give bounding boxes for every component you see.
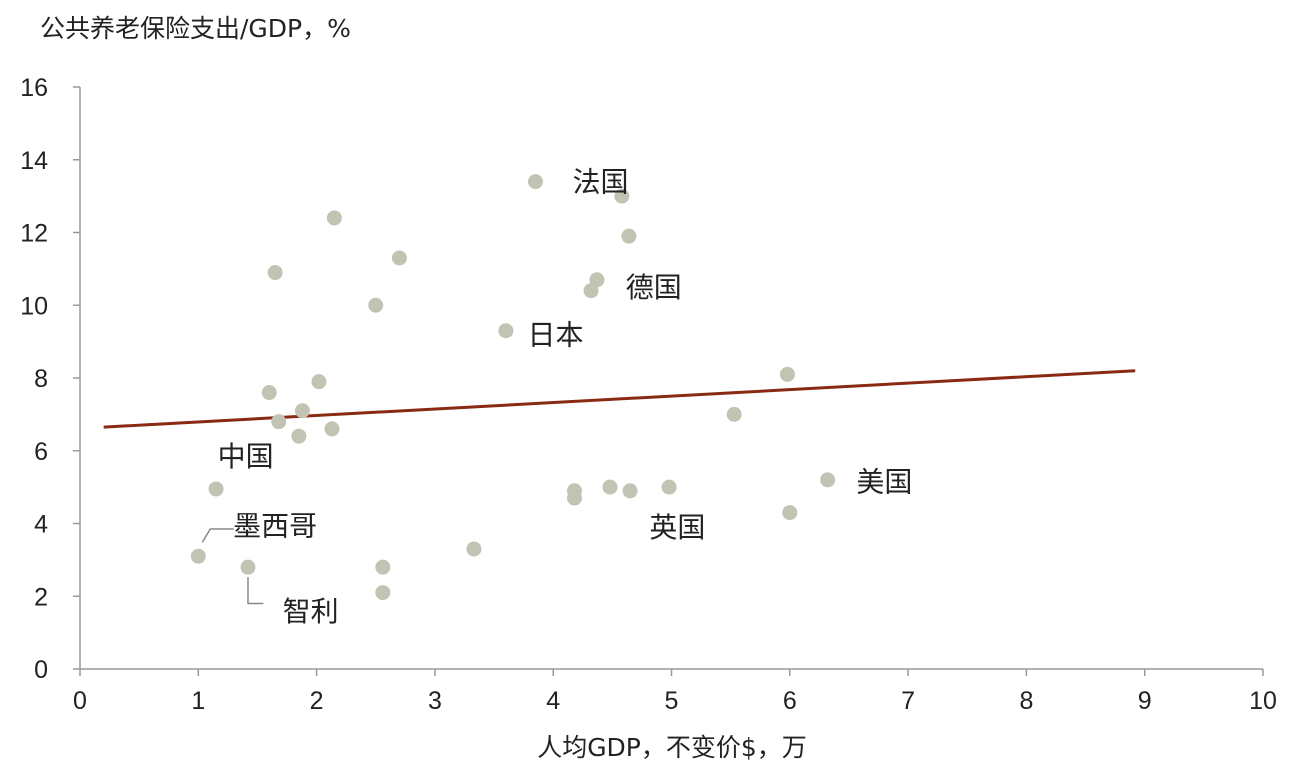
- x-tick-label: 0: [73, 687, 87, 715]
- point-annotation: 英国: [649, 511, 705, 544]
- point-annotation: 美国: [856, 466, 912, 499]
- y-tick-label: 6: [34, 438, 48, 466]
- y-tick-label: 2: [34, 583, 48, 611]
- leader-chile: [247, 577, 264, 605]
- leader-mexico: [201, 528, 234, 543]
- y-tick-label: 12: [20, 220, 48, 248]
- data-point: [375, 585, 391, 601]
- data-point: [326, 210, 342, 226]
- x-tick-label: 5: [665, 687, 679, 715]
- data-point: [311, 374, 327, 390]
- data-point: [391, 250, 407, 266]
- data-point: [291, 428, 307, 444]
- x-tick-label: 10: [1249, 687, 1277, 715]
- leader-lines: [201, 528, 264, 605]
- y-tick-label: 16: [20, 74, 48, 102]
- data-point: [622, 483, 638, 499]
- data-point: [190, 548, 206, 564]
- data-point: [614, 188, 630, 204]
- point-annotation: 法国: [573, 166, 629, 199]
- data-point: [602, 479, 618, 495]
- data-point: [466, 541, 482, 557]
- x-tick-label: 9: [1138, 687, 1152, 715]
- data-point: [621, 228, 637, 244]
- x-tick-label: 2: [310, 687, 324, 715]
- point-annotation: 智利: [283, 595, 339, 628]
- point-annotation: 德国: [626, 271, 682, 304]
- data-point: [324, 421, 340, 437]
- x-tick-label: 6: [783, 687, 797, 715]
- data-point: [261, 385, 277, 401]
- data-point: [779, 366, 795, 382]
- trendline-layer: [103, 369, 1136, 429]
- data-point: [240, 559, 256, 575]
- data-point: [820, 472, 836, 488]
- data-point: [294, 403, 310, 419]
- data-point: [726, 406, 742, 422]
- x-axis-title: 人均GDP，不变价$，万: [537, 733, 807, 762]
- x-tick-label: 1: [191, 687, 205, 715]
- x-tick-label: 8: [1019, 687, 1033, 715]
- x-tick-label: 4: [546, 687, 560, 715]
- y-tick-label: 14: [20, 147, 48, 175]
- y-axis-title: 公共养老保险支出/GDP，%: [40, 14, 351, 43]
- data-point: [782, 505, 798, 521]
- data-point: [589, 272, 605, 288]
- point-annotation: 中国: [218, 440, 274, 473]
- data-point: [208, 481, 224, 497]
- x-tick-label: 7: [901, 687, 915, 715]
- points-layer: [190, 174, 836, 601]
- data-point: [368, 297, 384, 313]
- data-point: [267, 265, 283, 281]
- data-point: [271, 414, 287, 430]
- trendline: [103, 369, 1136, 429]
- y-tick-label: 0: [34, 656, 48, 684]
- y-tick-label: 10: [20, 292, 48, 320]
- axes: [79, 87, 1263, 670]
- data-point: [566, 490, 582, 506]
- point-annotation: 日本: [528, 318, 584, 351]
- data-point: [661, 479, 677, 495]
- data-point: [527, 174, 543, 190]
- data-point: [498, 323, 514, 339]
- y-tick-label: 4: [34, 511, 48, 539]
- point-annotation: 墨西哥: [233, 509, 317, 542]
- data-point: [375, 559, 391, 575]
- y-tick-label: 8: [34, 365, 48, 393]
- x-tick-label: 3: [428, 687, 442, 715]
